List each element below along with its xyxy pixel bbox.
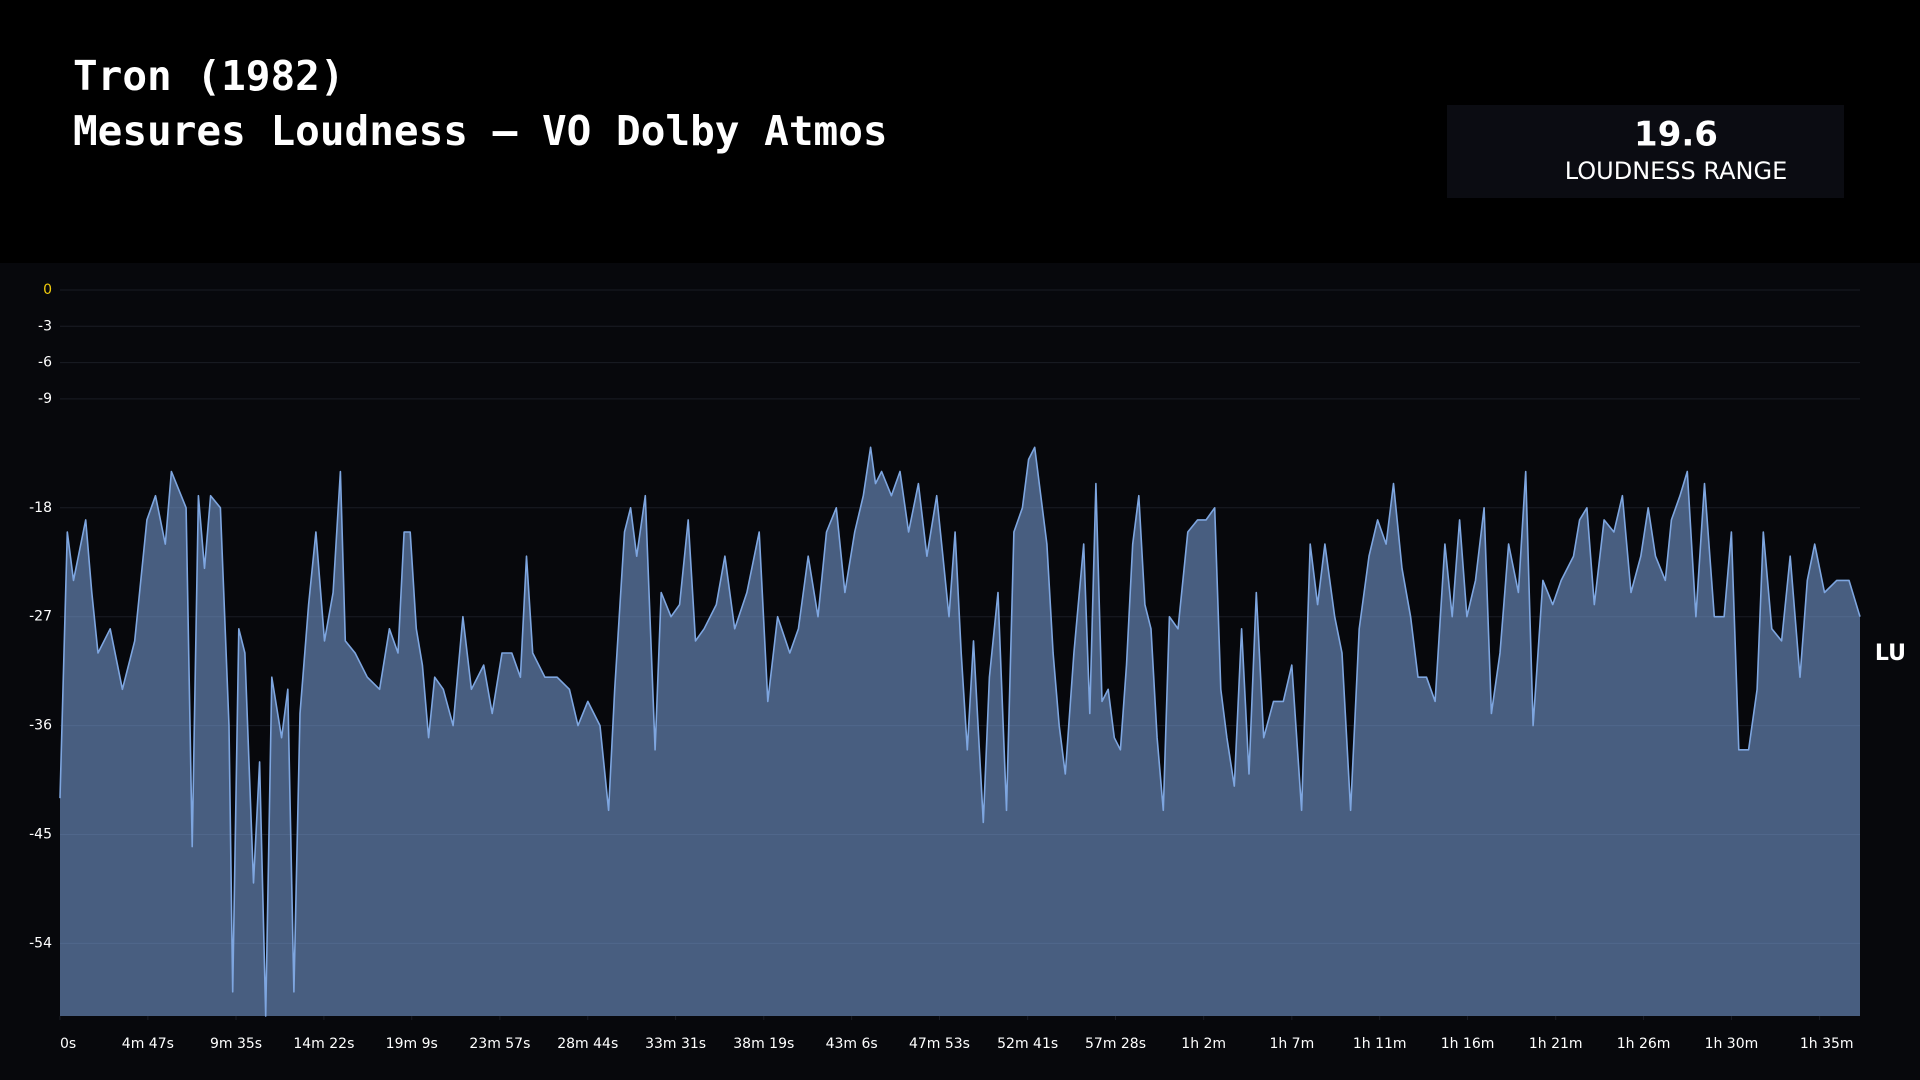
x-tick-label: 23m 57s (469, 1036, 530, 1052)
y-tick-label: -3 (38, 318, 52, 334)
x-tick-label: 43m 6s (826, 1036, 878, 1052)
x-tick-label: 1h 2m (1181, 1036, 1226, 1052)
y-tick-label: -18 (29, 500, 52, 516)
area-line (59, 446, 1861, 1017)
y-tick-label: -54 (29, 935, 52, 951)
x-tick-label: 33m 31s (645, 1036, 706, 1052)
x-tick-label: 47m 53s (909, 1036, 970, 1052)
x-tick-label: 19m 9s (386, 1036, 438, 1052)
plot: 0 -3 -6 -9 -18 -27 -36 -45 -54 0s 4m 47s 9m 35s 14m … (29, 282, 1861, 1052)
y-tick-label: -6 (38, 355, 52, 371)
x-tick-label: 14m 22s (293, 1036, 354, 1052)
x-tick-label: 0s (60, 1036, 76, 1052)
y-tick-label: 0 (43, 282, 52, 298)
x-tick-label: 1h 7m (1269, 1036, 1314, 1052)
y-tick-label: -9 (38, 391, 52, 407)
stat-panel (1447, 105, 1844, 198)
x-tick-label: 1h 16m (1441, 1036, 1495, 1052)
area-fill (60, 447, 1860, 1016)
x-tick-label: 1h 35m (1800, 1036, 1854, 1052)
stat-label: LOUDNESS RANGE (1565, 157, 1788, 185)
x-tick-label: 1h 21m (1529, 1036, 1583, 1052)
x-tick-label: 38m 19s (733, 1036, 794, 1052)
title: Tron (1982) (73, 52, 345, 100)
y-tick-label: -27 (29, 609, 52, 625)
y-axis-label: LU (1875, 641, 1906, 666)
x-tick-label: 1h 11m (1353, 1036, 1407, 1052)
subtitle: Mesures Loudness – VO Dolby Atmos (73, 107, 888, 155)
stat-value: 19.6 (1634, 115, 1718, 155)
y-tick-label: -36 (29, 718, 52, 734)
x-tick-label: 4m 47s (122, 1036, 174, 1052)
x-tick-label: 1h 30m (1705, 1036, 1759, 1052)
x-tick-label: 1h 26m (1617, 1036, 1671, 1052)
x-tick-label: 28m 44s (557, 1036, 618, 1052)
x-tick-label: 9m 35s (210, 1036, 262, 1052)
x-tick-label: 57m 28s (1085, 1036, 1146, 1052)
y-tick-label: -45 (29, 827, 52, 843)
x-tick-label: 52m 41s (997, 1036, 1058, 1052)
